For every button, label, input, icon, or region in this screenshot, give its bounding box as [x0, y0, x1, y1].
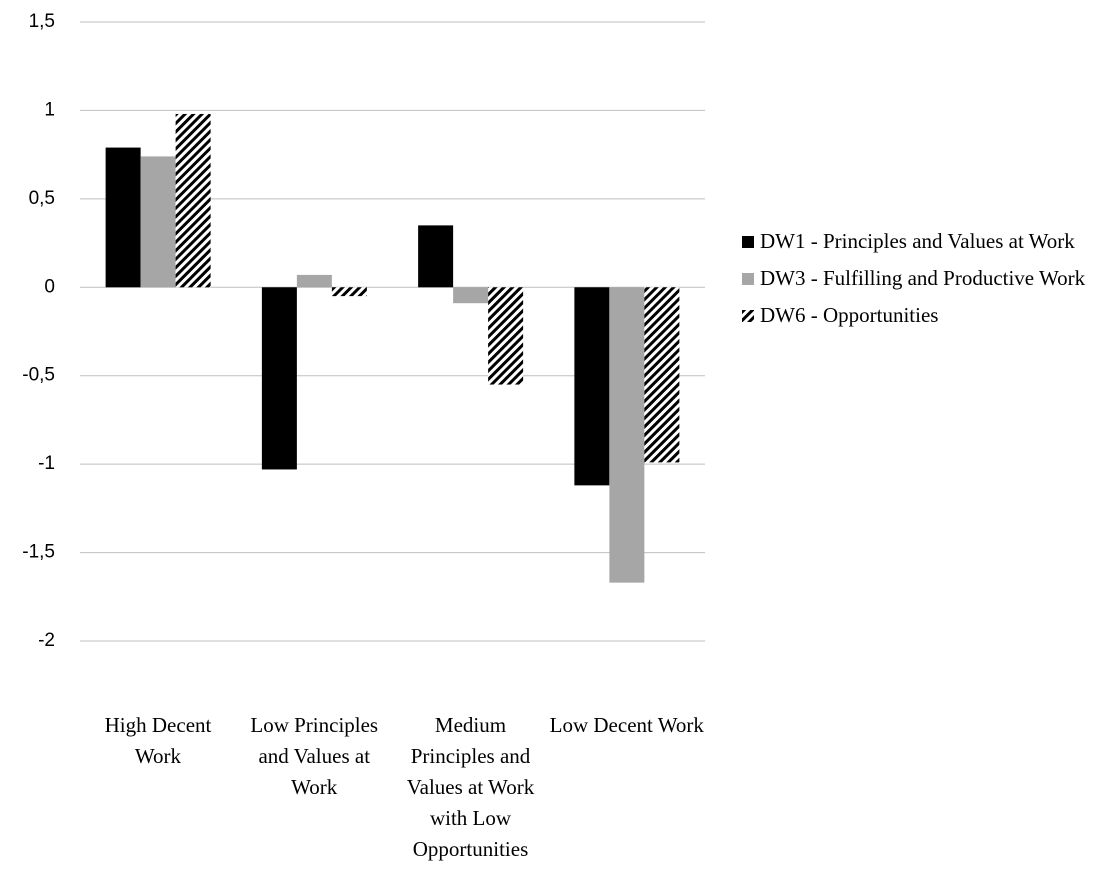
bar: [644, 287, 680, 463]
y-tick-label: -1,5: [22, 542, 55, 563]
x-tick-label: Low Principles and Values at Work: [250, 713, 379, 799]
y-tick-label: -2: [38, 630, 55, 651]
legend-label: DW1 - Principles and Values at Work: [760, 229, 1075, 253]
y-tick-label: 0: [44, 276, 55, 297]
y-tick-label: -1: [38, 453, 55, 474]
legend-item: DW6 - Opportunities: [738, 300, 1103, 331]
bar: [331, 287, 367, 297]
y-tick-label: -0,5: [22, 365, 55, 386]
bar: [418, 225, 454, 288]
y-tick-label: 1: [44, 99, 55, 120]
legend-swatch: [742, 236, 754, 248]
legend-swatch-fill: [742, 236, 754, 248]
x-tick-label: High Decent Work: [104, 713, 212, 768]
legend-label: DW3 - Fulfilling and Productive Work: [760, 266, 1086, 290]
bar: [105, 147, 141, 288]
bar: [140, 156, 176, 288]
x-tick-label: Medium Principles and Values at Work wit…: [406, 713, 535, 861]
bar: [488, 287, 524, 385]
bar: [609, 287, 645, 583]
bar: [574, 287, 610, 486]
legend: DW1 - Principles and Values at Work DW3 -…: [738, 226, 1103, 337]
y-tick-label: 1,5: [29, 11, 55, 32]
bar: [261, 287, 297, 470]
legend-swatch: [742, 310, 754, 322]
legend-swatch: [742, 273, 754, 285]
legend-swatch-fill: [742, 273, 754, 285]
bar: [296, 274, 332, 288]
x-tick-label: Low Decent Work: [549, 713, 704, 737]
y-tick-label: 0,5: [29, 188, 55, 209]
legend-swatch-fill: [742, 310, 754, 322]
legend-item: DW3 - Fulfilling and Productive Work: [738, 263, 1103, 294]
bar: [453, 287, 489, 304]
legend-item: DW1 - Principles and Values at Work: [738, 226, 1103, 257]
legend-label: DW6 - Opportunities: [760, 303, 939, 327]
bar: [175, 113, 211, 288]
